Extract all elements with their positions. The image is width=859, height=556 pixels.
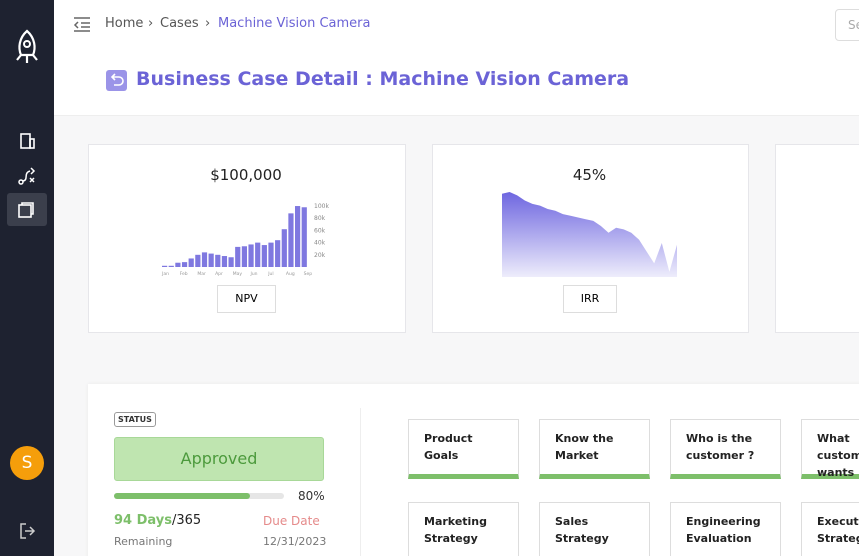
- status-badge: STATUS: [114, 412, 156, 427]
- y-tick-label: 100k: [314, 203, 329, 210]
- kpi-label[interactable]: NPV: [217, 285, 276, 313]
- bar: [201, 252, 208, 267]
- breadcrumb-item[interactable]: Cases: [160, 16, 199, 31]
- progress-bar: [114, 493, 250, 499]
- bar: [188, 258, 194, 267]
- bar: [215, 254, 221, 267]
- avatar[interactable]: S: [10, 446, 44, 480]
- days: 94 Days/365: [114, 513, 201, 528]
- bar: [181, 262, 188, 267]
- due-date: 12/31/2023: [263, 535, 327, 548]
- bar: [268, 242, 274, 267]
- topbar: Home › Cases › Machine Vision Camera Sea…: [54, 0, 859, 50]
- y-tick-label: 80k: [314, 215, 326, 222]
- kpi-card: [775, 144, 859, 333]
- days-used: 94 Days: [114, 513, 172, 528]
- back-button[interactable]: [106, 70, 127, 91]
- breadcrumb-item[interactable]: Home: [105, 16, 144, 31]
- logo: [16, 29, 38, 63]
- bar: [208, 253, 214, 267]
- bar: [195, 254, 201, 267]
- y-tick-label: 60k: [314, 227, 326, 234]
- section-tile[interactable]: Product Goals: [408, 419, 519, 479]
- section-tile[interactable]: Marketing Strategy: [408, 502, 519, 556]
- separator: ›: [205, 16, 211, 31]
- mini-charts: 20k 40k 60k 80k 100k Jan Feb Mar Apr May Jun Jul Aug…: [161, 192, 677, 277]
- x-tick-label: Aug: [286, 271, 295, 277]
- logout-icon[interactable]: [18, 522, 36, 540]
- section-tile[interactable]: Engineering Evaluation: [670, 502, 781, 556]
- buildings-icon[interactable]: [18, 132, 36, 150]
- page-title: Business Case Detail : Machine Vision Ca…: [136, 68, 630, 90]
- section-tile[interactable]: Who is the customer ?: [670, 419, 781, 479]
- bar: [255, 242, 261, 267]
- due-label: Due Date: [263, 514, 320, 528]
- progress-label: 80%: [298, 489, 325, 503]
- section-tile[interactable]: Sales Strategy: [539, 502, 650, 556]
- active-nav[interactable]: [7, 193, 47, 226]
- bar: [248, 244, 254, 267]
- bar: [241, 246, 247, 267]
- x-tick-label: May: [233, 271, 243, 277]
- x-tick-label: Apr: [215, 271, 223, 277]
- bar: [162, 265, 168, 267]
- bar: [275, 240, 281, 267]
- status-state: Approved: [114, 437, 324, 481]
- x-tick-label: Feb: [180, 271, 188, 277]
- bar: [261, 245, 267, 267]
- bar: [168, 265, 174, 267]
- kpi-value: 45%: [572, 166, 607, 184]
- title-bar: [54, 50, 859, 116]
- area: [502, 192, 677, 277]
- bar: [175, 262, 181, 267]
- section-tile[interactable]: What customer wants: [801, 419, 859, 479]
- section-tile[interactable]: Execution Strategy: [801, 502, 859, 556]
- cases-icon: [18, 202, 34, 218]
- y-tick-label: 40k: [314, 240, 326, 247]
- x-tick-label: Jun: [250, 271, 258, 277]
- section-tile[interactable]: Know the Market: [539, 419, 650, 479]
- separator: ›: [148, 16, 154, 31]
- sidebar: S: [0, 0, 54, 556]
- days-total: /365: [172, 513, 202, 528]
- x-tick-label: Jul: [267, 271, 273, 277]
- y-tick-label: 20k: [314, 252, 326, 259]
- bar: [295, 206, 301, 267]
- kpi-value: $100,000: [210, 166, 282, 184]
- bar: [281, 229, 287, 267]
- remaining-label: Remaining: [114, 535, 173, 548]
- divider: [360, 408, 361, 556]
- bar: [235, 246, 241, 267]
- menu-icon[interactable]: [72, 16, 92, 32]
- x-tick-label: Sep: [304, 271, 313, 277]
- kpi-label[interactable]: IRR: [563, 285, 617, 313]
- bar: [301, 207, 307, 267]
- bar: [228, 257, 234, 267]
- x-tick-label: Jan: [161, 271, 169, 277]
- progress-track: [114, 493, 284, 499]
- route-icon[interactable]: [17, 166, 37, 186]
- x-tick-label: Mar: [197, 271, 206, 277]
- bar: [221, 256, 228, 267]
- bar: [288, 213, 294, 267]
- search-input[interactable]: Search: [835, 9, 859, 41]
- breadcrumb-current: Machine Vision Camera: [218, 16, 371, 31]
